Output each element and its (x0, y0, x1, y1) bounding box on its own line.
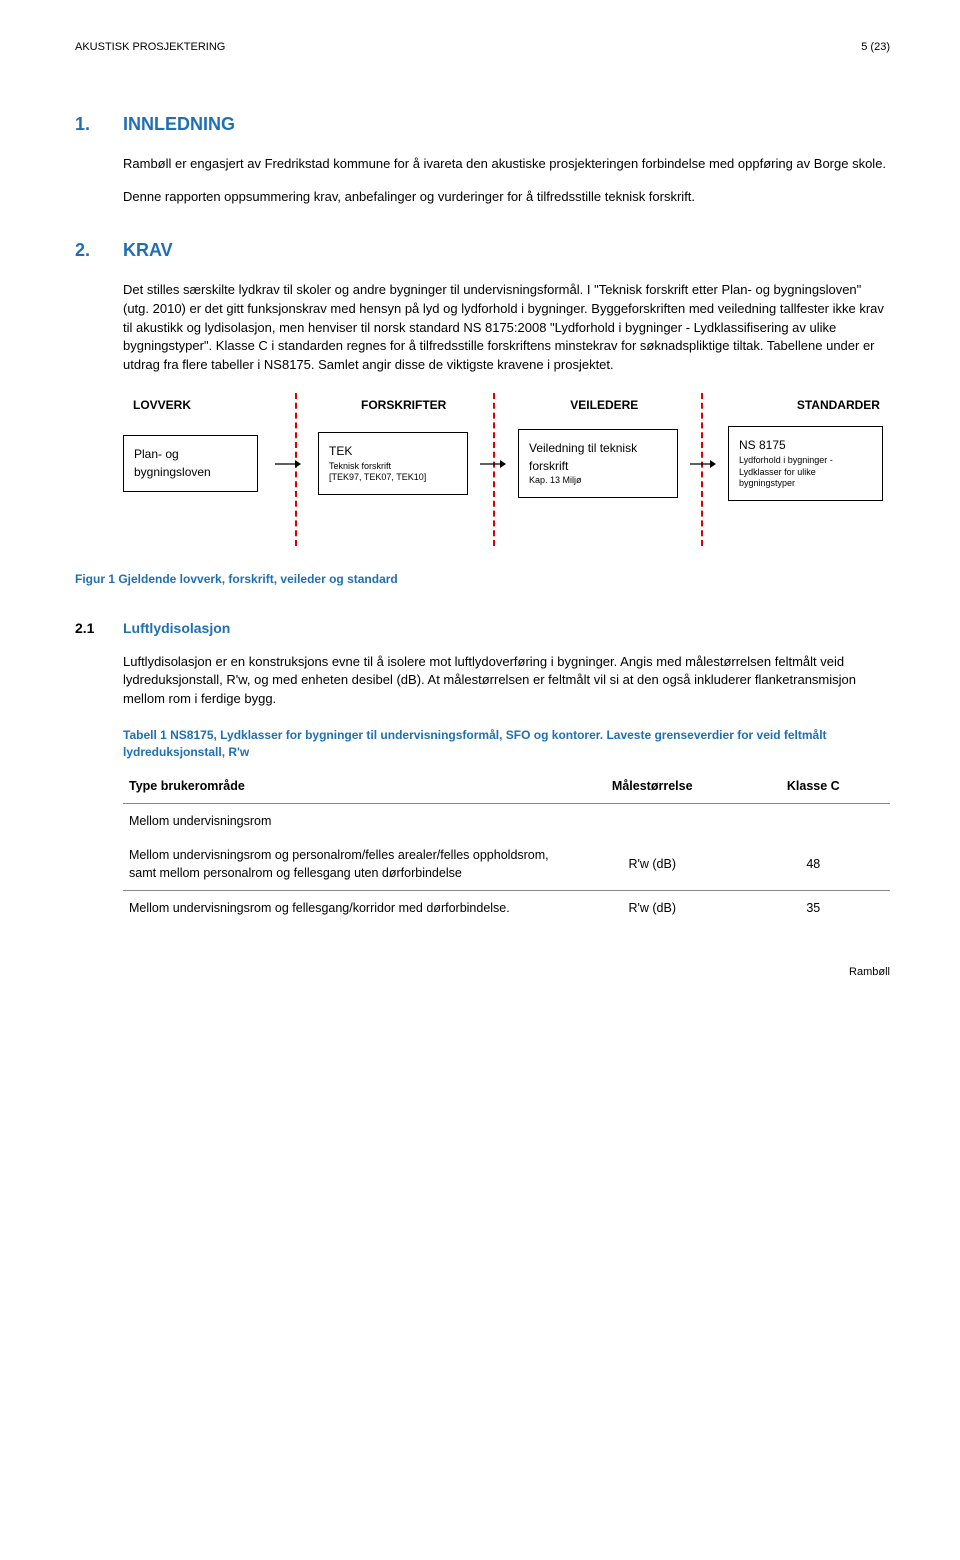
diagram-label-veiledere: VEILEDERE (514, 397, 694, 414)
section-1-para1: Rambøll er engasjert av Fredrikstad komm… (123, 155, 890, 174)
section-2-1-num: 2.1 (75, 618, 105, 638)
table-row: Mellom undervisningsrom og personalrom/f… (123, 838, 890, 891)
header-right: 5 (23) (861, 40, 890, 56)
diagram-box-veiledning: Veiledning til teknisk forskrift Kap. 13… (518, 429, 678, 497)
table-row: Mellom undervisningsrom og fellesgang/ko… (123, 891, 890, 926)
table-header-klasse: Klasse C (737, 769, 890, 804)
figure-1-caption: Figur 1 Gjeldende lovverk, forskrift, ve… (75, 571, 890, 588)
section-1-num: 1. (75, 111, 105, 137)
table-header-type: Type brukerområde (123, 769, 568, 804)
diagram-box-ns8175: NS 8175 Lydforhold i bygninger - Lydklas… (728, 426, 883, 500)
arrow-icon (678, 458, 728, 470)
table-1-caption: Tabell 1 NS8175, Lydklasser for bygninge… (123, 727, 890, 761)
section-2-1-title: Luftlydisolasjon (123, 618, 230, 638)
section-2-1-para1: Luftlydisolasjon er en konstruksjons evn… (123, 653, 890, 710)
header-left: AKUSTISK PROSJEKTERING (75, 40, 225, 56)
diagram-label-forskrifter: FORSKRIFTER (319, 397, 489, 414)
arrow-icon (258, 458, 318, 470)
table-row: Mellom undervisningsrom (123, 803, 890, 838)
table-1: Type brukerområde Målestørrelse Klasse C… (123, 769, 890, 926)
section-1-para2: Denne rapporten oppsummering krav, anbef… (123, 188, 890, 207)
diagram-label-lovverk: LOVVERK (133, 397, 293, 414)
section-2-para1: Det stilles særskilte lydkrav til skoler… (123, 281, 890, 375)
section-2-num: 2. (75, 237, 105, 263)
arrow-icon (468, 458, 518, 470)
section-1-title: INNLEDNING (123, 111, 235, 137)
section-2-title: KRAV (123, 237, 173, 263)
flow-diagram: LOVVERK FORSKRIFTER VEILEDERE STANDARDER… (75, 397, 890, 501)
diagram-box-tek: TEK Teknisk forskrift [TEK97, TEK07, TEK… (318, 432, 468, 495)
table-header-maal: Målestørrelse (568, 769, 737, 804)
footer-text: Rambøll (75, 965, 890, 981)
diagram-label-standarder: STANDARDER (720, 397, 880, 414)
diagram-box-lovverk: Plan- og bygningsloven (123, 435, 258, 492)
